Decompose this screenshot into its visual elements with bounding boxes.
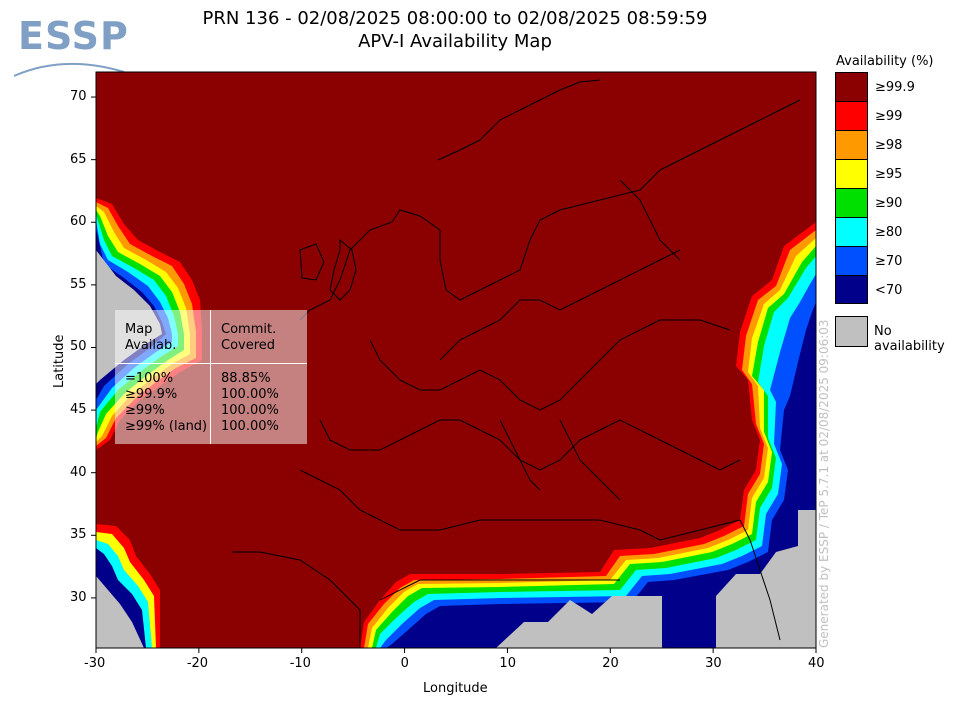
generated-credit: Generated by ESSP / TeP 5.7.1 at 02/08/2… [817, 319, 831, 648]
stats-header-covered: Commit. Covered [221, 322, 277, 353]
south-noavail [496, 596, 662, 648]
x-tick-label: -30 [84, 656, 106, 671]
x-tick-label: 10 [499, 656, 516, 671]
y-tick-label: 50 [70, 339, 87, 355]
logo-swoosh-icon [14, 62, 125, 77]
y-tick-label: 70 [70, 89, 87, 105]
x-tick-label: 0 [400, 656, 409, 671]
logo-text: ESSP [18, 14, 129, 58]
sw-noavail [96, 576, 144, 648]
legend-item-label: ≥98 [875, 138, 903, 153]
map-frame [95, 71, 817, 649]
stats-row-map: ≥99% (land) [125, 419, 208, 434]
essp-logo: ESSP [14, 14, 134, 84]
y-axis-label: Latitude [52, 334, 67, 388]
legend-color-cell [836, 102, 867, 131]
legend-title: Availability (%) [836, 54, 934, 69]
legend-color-cell [836, 247, 867, 276]
y-tick-label: 40 [70, 464, 87, 480]
legend-colorbar [835, 72, 868, 304]
y-tick-label: 60 [70, 214, 87, 230]
stats-row-covered: 100.00% [221, 403, 279, 418]
legend-item-label: ≥95 [875, 167, 903, 182]
legend-item-label: ≥90 [875, 196, 903, 211]
stats-row-map: =100% [125, 371, 174, 386]
legend-item-label: ≥70 [875, 254, 903, 269]
y-tick-label: 35 [70, 527, 87, 543]
stats-table-background [115, 310, 307, 444]
legend-item-label: ≥99 [875, 109, 903, 124]
stats-header-map: Map Availab. [125, 322, 177, 353]
stats-row-map: ≥99.9% [125, 387, 178, 402]
stats-row-covered: 100.00% [221, 419, 279, 434]
legend-color-cell [836, 131, 867, 160]
stats-divider-vertical [210, 310, 211, 444]
legend-color-cell [836, 73, 867, 102]
legend-color-cell [836, 218, 867, 247]
stats-row-covered: 100.00% [221, 387, 279, 402]
coastlines [232, 79, 801, 648]
y-tick-label: 45 [70, 402, 87, 418]
x-tick-label: 40 [808, 656, 825, 671]
page-title: PRN 136 - 02/08/2025 08:00:00 to 02/08/2… [202, 8, 708, 29]
legend-item-label: ≥99.9 [875, 80, 915, 95]
x-axis-label: Longitude [423, 681, 488, 696]
stats-divider-horizontal [115, 363, 307, 364]
stats-row-covered: 88.85% [221, 371, 271, 386]
stats-table: Map Availab. Commit. Covered =100% 88.85… [115, 310, 307, 444]
no-availability-label: No availability [874, 324, 945, 354]
stats-row-map: ≥99% [125, 403, 165, 418]
y-tick-label: 30 [70, 589, 87, 605]
y-tick-label: 65 [70, 151, 87, 167]
axis-ticks [91, 96, 817, 653]
legend-color-cell [836, 160, 867, 189]
legend-color-cell [836, 276, 867, 303]
legend-item-label: <70 [875, 283, 903, 298]
no-availability-swatch [835, 316, 868, 347]
page-subtitle: APV-I Availability Map [358, 31, 552, 52]
x-tick-label: 20 [602, 656, 619, 671]
x-tick-label: -20 [186, 656, 209, 671]
x-tick-label: -10 [289, 656, 311, 671]
y-tick-label: 55 [70, 276, 87, 292]
x-tick-label: 30 [705, 656, 722, 671]
legend-color-cell [836, 189, 867, 218]
east-noavail [716, 510, 816, 648]
south-band-red [360, 222, 816, 648]
legend-item-label: ≥80 [875, 225, 903, 240]
